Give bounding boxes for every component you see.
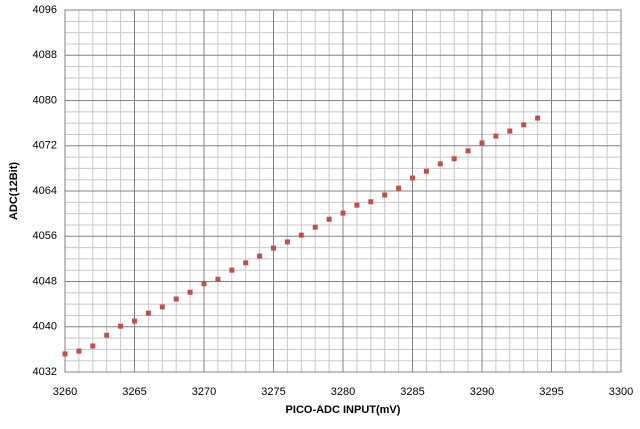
point [368, 199, 374, 205]
x-tick-label: 3270 [192, 386, 216, 398]
point [118, 323, 124, 329]
point [423, 168, 429, 174]
point [354, 202, 360, 208]
x-tick-label: 3275 [261, 386, 285, 398]
point [187, 289, 193, 295]
point [257, 253, 263, 259]
plot-border [64, 9, 622, 373]
x-axis-title: PICO-ADC INPUT(mV) [286, 404, 401, 416]
point [493, 133, 499, 139]
y-tick-label: 4064 [33, 185, 57, 197]
y-tick-label: 4040 [33, 321, 57, 333]
point [298, 232, 304, 238]
point [215, 276, 221, 282]
point [104, 332, 110, 338]
point [410, 175, 415, 181]
point [340, 210, 346, 216]
point [326, 216, 332, 222]
y-tick-label: 4072 [33, 140, 57, 152]
y-tick-label: 4048 [33, 275, 57, 287]
y-tick-label: 4088 [33, 49, 57, 61]
point [243, 260, 249, 266]
point [396, 185, 402, 191]
point [284, 239, 290, 245]
x-tick-label: 3285 [400, 386, 424, 398]
point [479, 140, 485, 146]
y-axis-title: ADC(12Bit) [8, 162, 20, 220]
point [535, 115, 541, 121]
point [465, 148, 471, 154]
y-tick-label: 4096 [33, 4, 57, 16]
point [173, 296, 179, 302]
point [437, 161, 443, 167]
point [90, 343, 96, 349]
x-tick-label: 3290 [470, 386, 494, 398]
point [507, 128, 513, 134]
x-tick-label: 3280 [331, 386, 355, 398]
x-tick-label: 3265 [122, 386, 146, 398]
point [521, 122, 527, 128]
point [382, 192, 388, 198]
point [76, 348, 82, 354]
point [271, 245, 276, 251]
y-tick-label: 4056 [33, 230, 57, 242]
y-tick-label: 4080 [33, 94, 57, 106]
point [451, 156, 457, 162]
y-tick-label: 4032 [33, 366, 57, 378]
x-tick-label: 3295 [539, 386, 563, 398]
point [312, 224, 318, 230]
point [201, 281, 207, 287]
point [132, 318, 137, 324]
point [62, 351, 68, 357]
x-tick-label: 3260 [53, 386, 77, 398]
point [229, 267, 235, 273]
point [159, 304, 165, 310]
point [145, 310, 151, 316]
x-tick-label: 3300 [609, 386, 633, 398]
